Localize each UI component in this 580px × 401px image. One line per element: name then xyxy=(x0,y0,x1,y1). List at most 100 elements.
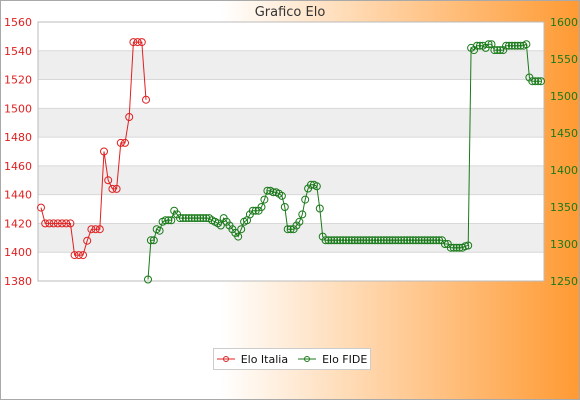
data-point-elo-italia xyxy=(121,138,129,147)
data-point-elo-italia xyxy=(83,236,92,245)
data-point-elo-fide xyxy=(283,225,292,234)
data-point-elo-fide xyxy=(493,46,502,55)
data-point-elo-fide xyxy=(461,242,470,251)
data-point-elo-italia xyxy=(66,219,75,228)
y-left-tick-label: 1440 xyxy=(4,189,32,202)
data-point-elo-fide xyxy=(452,243,461,252)
data-point-elo-fide xyxy=(342,236,350,245)
data-point-elo-fide xyxy=(161,216,170,225)
data-point-elo-fide xyxy=(499,46,508,55)
data-point-elo-fide xyxy=(178,214,187,223)
data-point-elo-fide xyxy=(216,221,225,230)
y-right-tick-label: 1600 xyxy=(550,16,578,29)
data-point-elo-fide xyxy=(382,236,391,245)
y-left-tick-label: 1380 xyxy=(4,275,32,288)
data-point-elo-fide xyxy=(505,41,513,50)
data-point-elo-italia xyxy=(87,225,96,234)
data-point-elo-fide xyxy=(490,46,499,55)
data-point-elo-fide xyxy=(356,236,365,245)
legend-swatch-italia xyxy=(216,356,235,362)
data-point-elo-fide xyxy=(464,241,473,250)
plot-band xyxy=(38,22,544,51)
data-point-elo-italia xyxy=(100,147,108,156)
data-point-elo-fide xyxy=(528,77,537,86)
y-left-tick-label: 1420 xyxy=(4,217,32,230)
data-point-elo-fide xyxy=(417,236,426,245)
legend: Elo Italia Elo FIDE xyxy=(213,348,371,370)
data-point-elo-italia xyxy=(41,219,50,228)
data-point-elo-fide xyxy=(455,243,464,252)
data-point-elo-fide xyxy=(423,236,432,245)
legend-label-elo-italia: Elo Italia xyxy=(240,352,289,366)
y-left-tick-label: 1500 xyxy=(4,102,32,115)
data-point-elo-italia xyxy=(37,203,45,212)
data-point-elo-fide xyxy=(496,46,505,55)
data-point-elo-fide xyxy=(394,236,403,245)
data-point-elo-fide xyxy=(507,41,516,50)
y-right-tick-label: 1500 xyxy=(550,90,578,103)
y-left-tick-label: 1560 xyxy=(4,16,32,29)
data-point-elo-fide xyxy=(146,236,155,245)
data-point-elo-fide xyxy=(298,210,307,219)
data-point-elo-fide xyxy=(336,236,345,245)
data-point-elo-fide xyxy=(400,236,409,245)
data-point-elo-fide xyxy=(408,236,417,245)
data-point-elo-fide xyxy=(403,236,412,245)
data-point-elo-fide xyxy=(388,236,397,245)
data-point-elo-fide xyxy=(184,214,193,223)
data-point-elo-italia xyxy=(49,219,58,228)
data-point-elo-italia xyxy=(125,113,134,121)
data-point-elo-fide xyxy=(330,236,339,245)
data-point-elo-fide xyxy=(435,236,444,245)
data-point-elo-italia xyxy=(104,176,113,185)
data-point-elo-fide xyxy=(251,206,260,215)
data-point-elo-italia xyxy=(70,251,79,260)
data-point-elo-fide xyxy=(376,236,385,245)
y-right-tick-label: 1450 xyxy=(550,127,578,140)
y-left-tick-label: 1480 xyxy=(4,131,32,144)
plot-band xyxy=(38,137,544,166)
data-point-elo-fide xyxy=(429,236,438,245)
data-point-elo-fide xyxy=(257,203,266,211)
data-point-elo-italia xyxy=(45,219,54,228)
data-point-elo-fide xyxy=(315,204,324,213)
data-point-elo-fide xyxy=(440,240,449,248)
data-point-elo-fide xyxy=(473,41,481,50)
data-point-elo-fide xyxy=(321,236,330,245)
data-point-elo-fide xyxy=(176,214,184,223)
data-point-elo-fide xyxy=(502,41,511,50)
data-point-elo-italia xyxy=(116,138,125,147)
data-point-elo-fide xyxy=(333,236,342,245)
data-point-elo-fide xyxy=(414,236,423,245)
data-point-elo-italia xyxy=(137,38,146,47)
plot-band xyxy=(38,108,544,138)
data-point-elo-fide xyxy=(277,191,286,200)
data-point-elo-fide xyxy=(344,236,353,245)
y-left-tick-label: 1520 xyxy=(4,74,32,87)
data-point-elo-fide xyxy=(365,236,374,245)
data-point-elo-italia xyxy=(142,95,150,104)
plot-band xyxy=(38,79,544,109)
series-line-elo-fide xyxy=(147,43,541,280)
data-point-elo-fide xyxy=(248,206,257,215)
data-point-elo-fide xyxy=(187,214,196,223)
data-point-elo-fide xyxy=(516,41,525,50)
data-point-elo-fide xyxy=(368,236,377,245)
data-point-elo-fide xyxy=(379,236,388,245)
data-point-elo-fide xyxy=(522,40,531,49)
data-point-elo-fide xyxy=(513,41,522,50)
data-point-elo-fide xyxy=(181,214,190,223)
data-point-elo-italia xyxy=(62,219,71,228)
data-point-elo-italia xyxy=(112,184,121,193)
data-point-elo-fide xyxy=(260,195,269,204)
data-point-elo-fide xyxy=(484,40,493,49)
data-point-elo-fide xyxy=(190,214,199,223)
data-point-elo-fide xyxy=(353,236,362,245)
data-point-elo-italia xyxy=(58,219,66,228)
data-point-elo-fide xyxy=(234,232,243,241)
y-left-tick-label: 1400 xyxy=(4,246,32,259)
y-right-tick-label: 1400 xyxy=(550,164,578,177)
data-point-elo-fide xyxy=(312,182,321,191)
legend-item-elo-italia: Elo Italia xyxy=(216,352,289,366)
